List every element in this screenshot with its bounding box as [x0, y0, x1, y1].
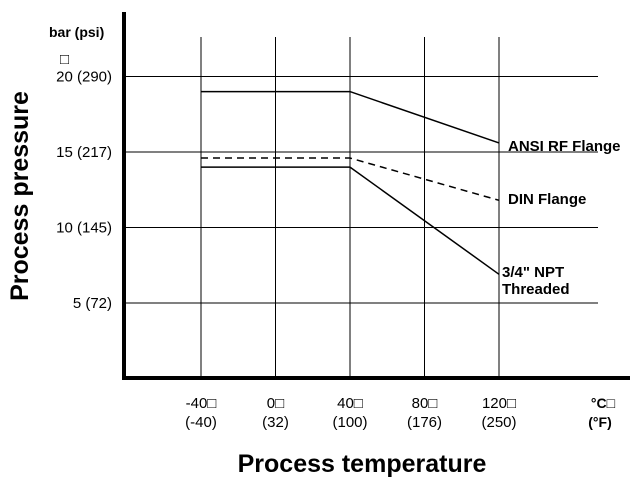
axes [122, 12, 630, 380]
y-unit-marker: □ [60, 51, 69, 68]
x-tick-label-fahrenheit: (100) [332, 414, 367, 431]
x-tick-label-fahrenheit: (32) [262, 414, 289, 431]
x-tick-label-fahrenheit: (250) [481, 414, 516, 431]
x-unit-label-fahrenheit: (°F) [588, 414, 611, 430]
series-label-1: DIN Flange [508, 191, 586, 208]
series-label-2: Threaded [502, 281, 570, 298]
x-tick-label-celsius: 40□ [337, 395, 363, 412]
y-tick-label: 15 (217) [56, 144, 112, 161]
series-line-0 [201, 90, 500, 144]
x-tick-label-celsius: 80□ [412, 395, 438, 412]
grid [124, 37, 598, 378]
y-tick-label: 20 (290) [56, 69, 112, 86]
x-tick-label-fahrenheit: (-40) [185, 414, 217, 431]
x-tick-label-celsius: 120□ [482, 395, 516, 412]
y-axis-title: Process pressure [6, 91, 34, 301]
series-label-0: ANSI RF Flange [508, 138, 621, 155]
y-unit-label: bar (psi) [49, 24, 104, 40]
tick-labels: -40□ (-40) 0□ (32) 40□ (100) 80□ (176) 120□ (250)… [56, 69, 620, 432]
series-line-1 [201, 157, 500, 202]
x-tick-label-celsius: 0□ [267, 395, 284, 412]
series-lines [201, 90, 500, 275]
x-unit-label-celsius: °C□ [591, 395, 616, 411]
y-tick-label: 5 (72) [73, 295, 112, 312]
x-tick-label-celsius: -40□ [186, 395, 217, 412]
series-label-2: 3/4" NPT [502, 264, 564, 281]
x-axis-title: Process temperature [238, 450, 487, 478]
y-tick-label: 10 (145) [56, 220, 112, 237]
x-tick-label-fahrenheit: (176) [407, 414, 442, 431]
series-line-2 [201, 166, 500, 275]
